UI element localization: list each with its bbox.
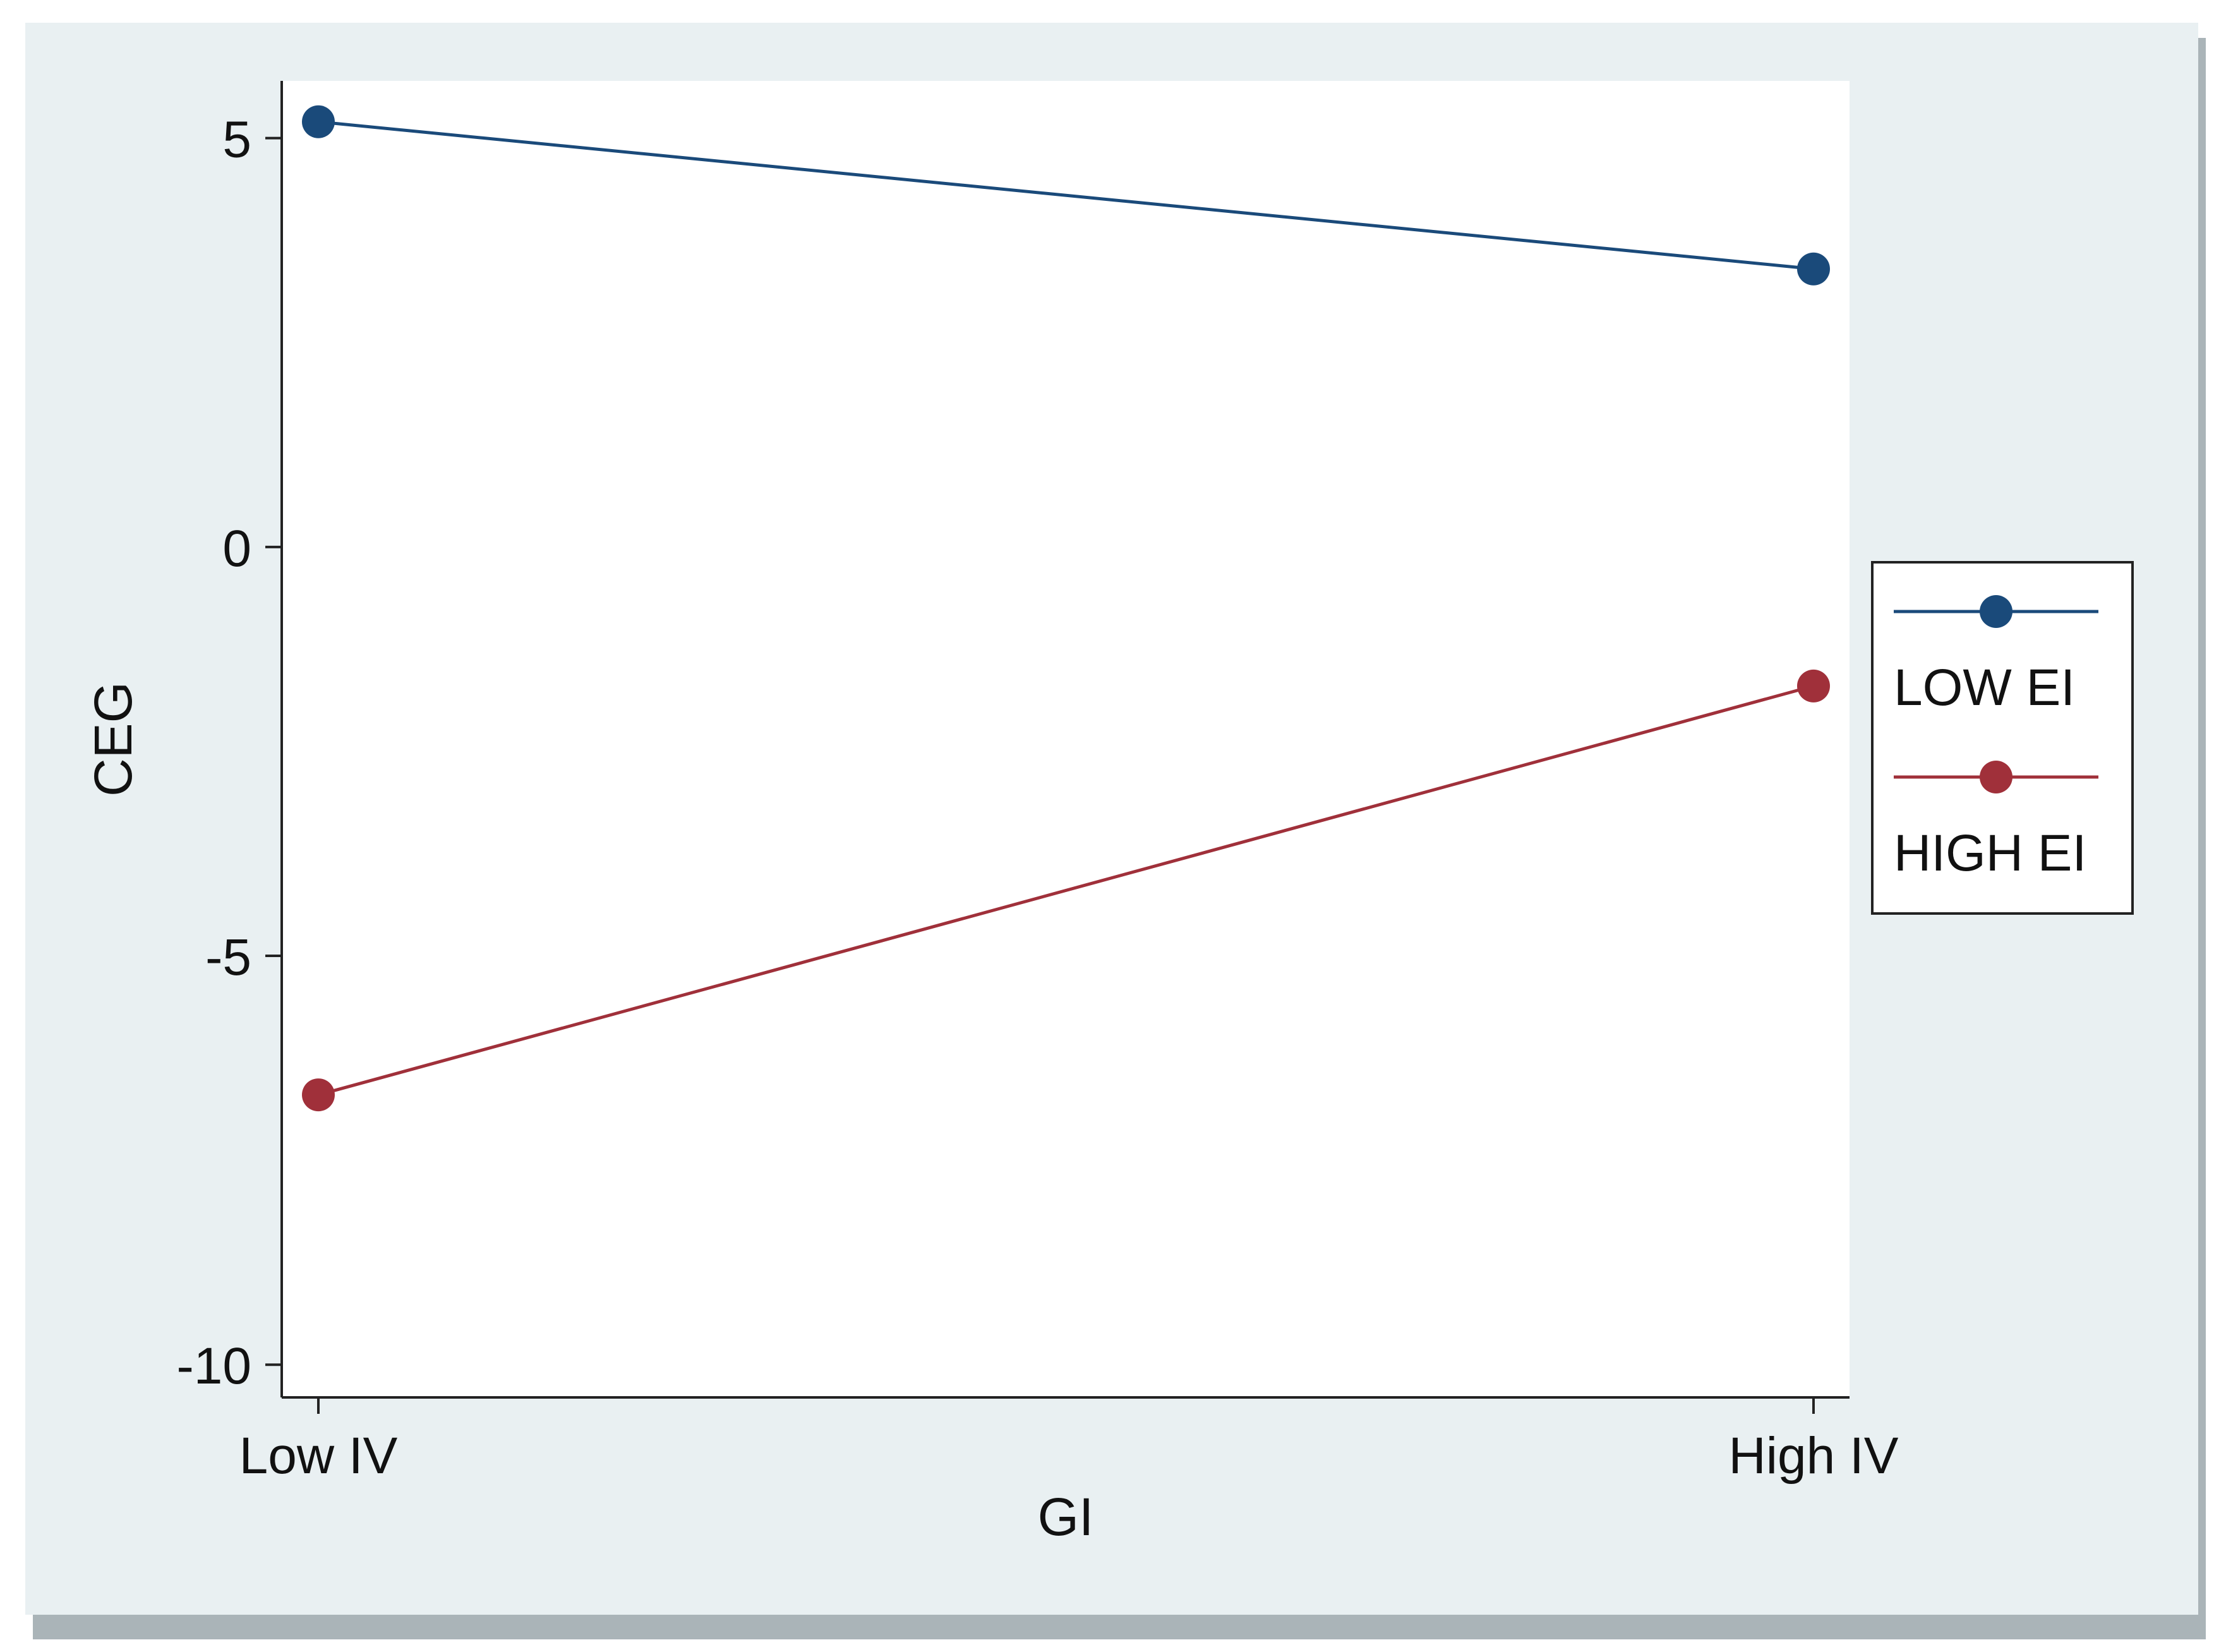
series-layer <box>302 105 1830 1112</box>
y-tick-label: 5 <box>222 111 251 169</box>
data-point-low-ei <box>302 105 335 138</box>
legend: LOW EI HIGH EI <box>1871 561 2134 915</box>
series-line-high-ei <box>318 684 1814 1097</box>
y-tick-label: -10 <box>176 1337 251 1395</box>
legend-label-high-ei: HIGH EI <box>1894 824 2086 882</box>
legend-marker-high-ei <box>1980 761 2012 793</box>
y-axis-label: CEG <box>83 682 143 797</box>
data-point-high-ei <box>302 1078 335 1112</box>
x-tick-label: High IV <box>1729 1427 1899 1485</box>
legend-marker-low-ei <box>1980 595 2012 628</box>
y-tick-label: -5 <box>205 929 251 986</box>
legend-items: LOW EI HIGH EI <box>1894 595 2098 882</box>
x-axis-ticks: Low IV High IV <box>239 1397 1899 1485</box>
plot-area <box>282 81 1850 1397</box>
data-point-high-ei <box>1797 669 1830 702</box>
series-line-low-ei <box>318 120 1814 271</box>
y-axis-ticks: -10 -5 0 5 <box>176 111 282 1395</box>
y-tick-label: 0 <box>222 520 251 577</box>
x-axis-label: GI <box>1038 1487 1094 1546</box>
x-tick-label: Low IV <box>239 1427 398 1485</box>
data-point-low-ei <box>1797 252 1830 286</box>
legend-label-low-ei: LOW EI <box>1894 659 2075 716</box>
